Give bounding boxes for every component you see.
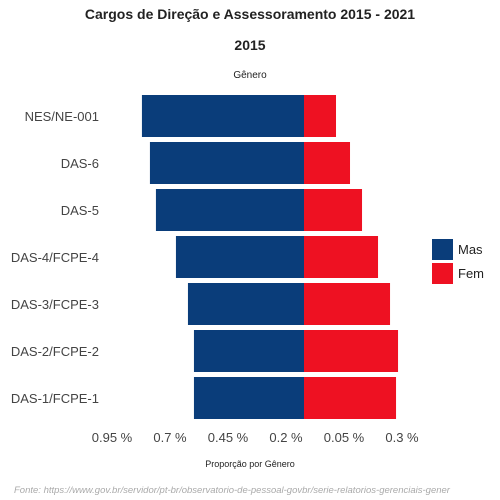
legend-label-fem: Fem [458, 266, 484, 281]
bar-fem [304, 189, 362, 231]
bar-fem [304, 377, 396, 419]
bar-fem [304, 330, 398, 372]
category-label: DAS-1/FCPE-1 [11, 391, 99, 406]
x-axis-label: Proporção por Gênero [0, 459, 500, 469]
bar-mas [176, 236, 304, 278]
category-label: NES/NE-001 [25, 109, 99, 124]
bar-fem [304, 283, 390, 325]
legend: Mas Fem [432, 238, 484, 286]
bar-fem [304, 95, 336, 137]
source-note: Fonte: https://www.gov.br/servidor/pt-br… [14, 485, 500, 496]
legend-swatch-mas [432, 239, 453, 260]
bar-fem [304, 142, 350, 184]
legend-swatch-fem [432, 263, 453, 284]
x-tick-label: 0.3 % [385, 430, 419, 445]
legend-item-mas: Mas [432, 238, 484, 261]
x-tick-label: 0.95 % [92, 430, 133, 445]
category-label: DAS-3/FCPE-3 [11, 297, 99, 312]
bar-mas [188, 283, 304, 325]
legend-item-fem: Fem [432, 262, 484, 285]
bar-mas [194, 330, 304, 372]
x-tick-label: 0.45 % [208, 430, 249, 445]
bar-mas [156, 189, 304, 231]
bar-fem [304, 236, 378, 278]
bar-mas [142, 95, 304, 137]
category-label: DAS-6 [61, 156, 99, 171]
bar-mas [194, 377, 304, 419]
x-tick-label: 0.2 % [269, 430, 303, 445]
category-label: DAS-2/FCPE-2 [11, 344, 99, 359]
x-tick-label: 0.05 % [324, 430, 365, 445]
legend-label-mas: Mas [458, 242, 483, 257]
category-label: DAS-4/FCPE-4 [11, 250, 99, 265]
category-label: DAS-5 [61, 203, 99, 218]
bar-mas [150, 142, 304, 184]
x-tick-label: 0.7 % [153, 430, 187, 445]
